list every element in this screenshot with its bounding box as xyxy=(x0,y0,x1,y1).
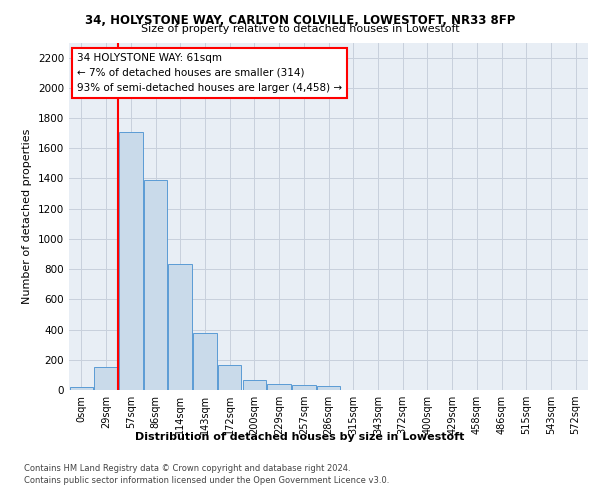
Bar xyxy=(70,388,93,390)
Text: Contains public sector information licensed under the Open Government Licence v3: Contains public sector information licen… xyxy=(24,476,389,485)
Bar xyxy=(218,365,241,390)
Bar xyxy=(94,366,118,390)
Bar xyxy=(268,384,291,390)
Bar xyxy=(144,180,167,390)
Text: Distribution of detached houses by size in Lowestoft: Distribution of detached houses by size … xyxy=(136,432,464,442)
Bar xyxy=(193,332,217,390)
Bar xyxy=(292,386,316,390)
Text: 34 HOLYSTONE WAY: 61sqm
← 7% of detached houses are smaller (314)
93% of semi-de: 34 HOLYSTONE WAY: 61sqm ← 7% of detached… xyxy=(77,53,342,92)
Text: Contains HM Land Registry data © Crown copyright and database right 2024.: Contains HM Land Registry data © Crown c… xyxy=(24,464,350,473)
Bar xyxy=(169,264,192,390)
Bar xyxy=(242,380,266,390)
Text: Size of property relative to detached houses in Lowestoft: Size of property relative to detached ho… xyxy=(140,24,460,34)
Bar xyxy=(317,386,340,390)
Bar xyxy=(119,132,143,390)
Text: 34, HOLYSTONE WAY, CARLTON COLVILLE, LOWESTOFT, NR33 8FP: 34, HOLYSTONE WAY, CARLTON COLVILLE, LOW… xyxy=(85,14,515,27)
Y-axis label: Number of detached properties: Number of detached properties xyxy=(22,128,32,304)
